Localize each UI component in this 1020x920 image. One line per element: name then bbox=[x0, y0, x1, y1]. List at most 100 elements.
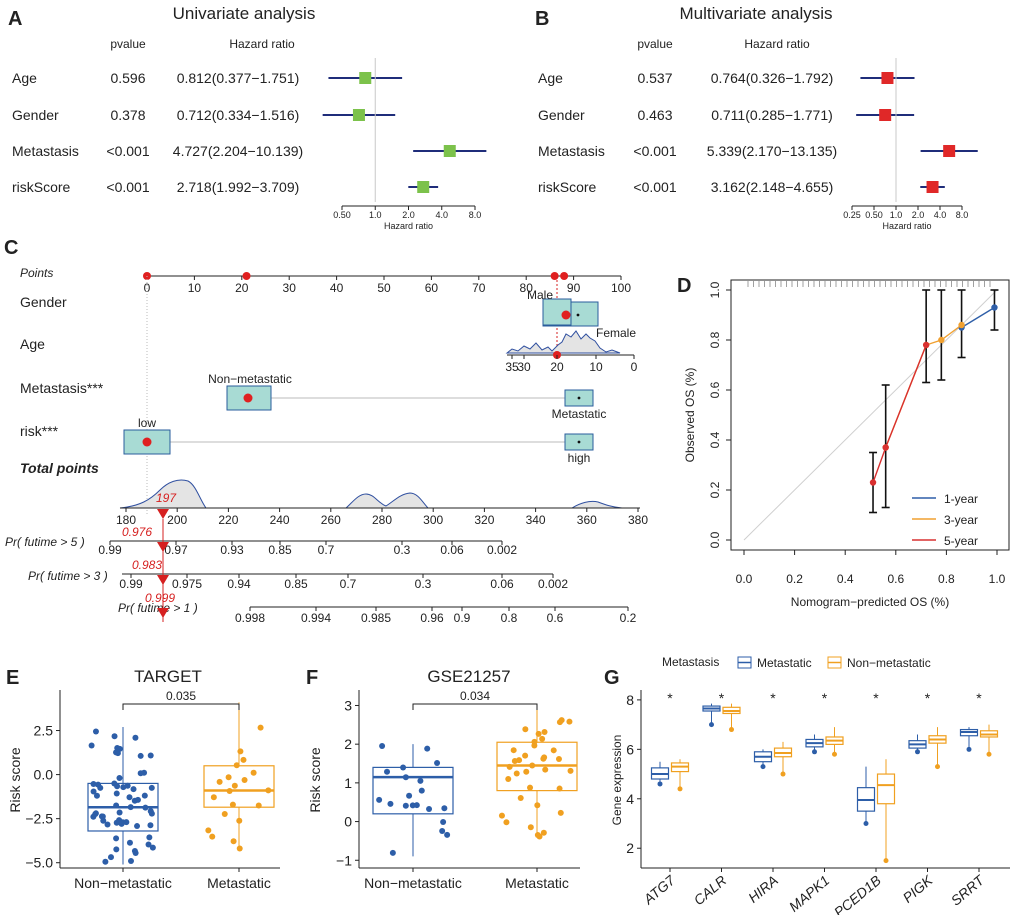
box-point bbox=[250, 769, 257, 776]
forest-row-name: Gender bbox=[12, 107, 59, 123]
box-point bbox=[556, 719, 563, 726]
total-density-3 bbox=[570, 500, 623, 509]
box-point bbox=[127, 857, 134, 864]
age-tick-label: 30 bbox=[517, 360, 531, 374]
total-tick-label: 260 bbox=[321, 513, 341, 527]
box-point bbox=[88, 742, 95, 749]
forest-row-pvalue: 0.596 bbox=[110, 70, 145, 86]
box-point bbox=[92, 810, 99, 817]
box-point bbox=[113, 846, 120, 853]
forest-b-hr-header: Hazard ratio bbox=[744, 37, 810, 51]
box-point bbox=[210, 794, 217, 801]
calibration-point bbox=[958, 321, 965, 329]
box-point bbox=[127, 804, 134, 811]
forest-hr-marker bbox=[359, 72, 372, 84]
pr3-value: 0.983 bbox=[132, 558, 162, 572]
gene-significance: * bbox=[873, 690, 879, 706]
calibration-legend-label: 3-year bbox=[944, 513, 978, 527]
box-point bbox=[93, 792, 100, 799]
box-pvalue: 0.034 bbox=[460, 689, 490, 703]
box-point bbox=[418, 787, 425, 794]
gender-center-dot bbox=[576, 313, 580, 317]
forest-a-title: Univariate analysis bbox=[173, 4, 316, 23]
metastasis-selected-dot bbox=[243, 393, 253, 403]
box-point bbox=[376, 796, 383, 803]
calibration-y-tick-label: 0.8 bbox=[708, 331, 722, 348]
box-e-y-label: Risk score bbox=[7, 747, 23, 813]
box-y-tick-label: 2 bbox=[344, 736, 352, 752]
box-point bbox=[90, 788, 97, 795]
gene-y-tick-label: 2 bbox=[626, 840, 634, 856]
calibration-point bbox=[991, 304, 998, 311]
risk-high-center-dot bbox=[577, 440, 581, 444]
box-point bbox=[516, 757, 523, 764]
panel-label-g: G bbox=[604, 667, 620, 689]
panel-e: E TARGET −5.0 −2.5 0.0 2.5 Non−metastatic Met… bbox=[6, 667, 280, 891]
calibration-x-tick-label: 0.8 bbox=[938, 572, 955, 586]
forest-a-pvalue-header: pvalue bbox=[110, 37, 146, 51]
points-tick-label: 10 bbox=[188, 281, 202, 295]
pr-tick-label: 0.7 bbox=[340, 577, 357, 591]
box-point bbox=[236, 817, 243, 824]
calibration-x-tick-label: 0.4 bbox=[837, 572, 854, 586]
box-point bbox=[95, 781, 102, 788]
forest-b-pvalue-header: pvalue bbox=[637, 37, 673, 51]
box-point bbox=[510, 747, 517, 754]
gene-outlier bbox=[863, 821, 869, 826]
calibration-y-tick-label: 1.0 bbox=[708, 281, 722, 298]
total-tick-label: 360 bbox=[577, 513, 597, 527]
calibration-y-label: Observed OS (%) bbox=[683, 368, 697, 463]
forest-x-tick-label: 8.0 bbox=[956, 210, 969, 220]
box-point bbox=[503, 819, 510, 826]
box-point bbox=[523, 768, 530, 775]
box-point bbox=[92, 728, 99, 735]
box-point bbox=[145, 841, 152, 848]
age-tick-label: 0 bbox=[631, 360, 638, 374]
gene-category-label: PCED1B bbox=[831, 872, 884, 915]
points-tick-label: 80 bbox=[520, 281, 534, 295]
box-point bbox=[566, 718, 573, 725]
calibration-y-tick-label: 0.0 bbox=[708, 531, 722, 548]
box-point bbox=[506, 763, 513, 770]
box-point bbox=[114, 783, 121, 790]
risk-low-label: low bbox=[138, 416, 156, 430]
box-point bbox=[440, 818, 447, 825]
total-density-2 bbox=[344, 492, 430, 509]
box-rect bbox=[372, 766, 454, 815]
gene-significance: * bbox=[822, 690, 828, 706]
box-point bbox=[111, 733, 118, 740]
pr1-value: 0.999 bbox=[145, 591, 175, 605]
box-point bbox=[389, 849, 396, 856]
box-point bbox=[116, 809, 123, 816]
gene-outlier bbox=[677, 786, 683, 792]
box-y-tick-label: −2.5 bbox=[25, 811, 53, 827]
box-point bbox=[233, 762, 240, 769]
age-tick-label: 10 bbox=[589, 360, 603, 374]
panel-label-c: C bbox=[4, 237, 18, 259]
box-point bbox=[148, 784, 155, 791]
forest-hr-marker bbox=[881, 72, 894, 84]
gene-outlier bbox=[729, 727, 734, 733]
box-point bbox=[240, 756, 247, 763]
points-tick-label: 40 bbox=[330, 281, 344, 295]
points-label: Points bbox=[20, 266, 53, 280]
forest-row-name: Gender bbox=[538, 107, 585, 123]
panel-a: A Univariate analysis pvalue Hazard rati… bbox=[8, 4, 487, 231]
forest-row-name: Age bbox=[12, 70, 37, 86]
pr-tick-label: 0.85 bbox=[268, 543, 292, 557]
box-point bbox=[529, 762, 536, 769]
forest-x-tick-label: 2.0 bbox=[912, 210, 925, 220]
box-point bbox=[231, 782, 238, 789]
gene-category-label: SRRT bbox=[948, 871, 988, 909]
box-point bbox=[557, 809, 564, 816]
box-point bbox=[406, 792, 413, 799]
forest-x-tick-label: 1.0 bbox=[890, 210, 903, 220]
calibration-x-tick-label: 0.6 bbox=[887, 572, 904, 586]
forest-row-pvalue: 0.537 bbox=[637, 70, 672, 86]
gender-selected-dot bbox=[561, 310, 571, 320]
total-tick-label: 240 bbox=[270, 513, 290, 527]
box-point bbox=[118, 820, 125, 827]
box-point bbox=[137, 770, 144, 777]
pr-tick-label: 0.97 bbox=[164, 543, 188, 557]
box-point bbox=[498, 812, 505, 819]
